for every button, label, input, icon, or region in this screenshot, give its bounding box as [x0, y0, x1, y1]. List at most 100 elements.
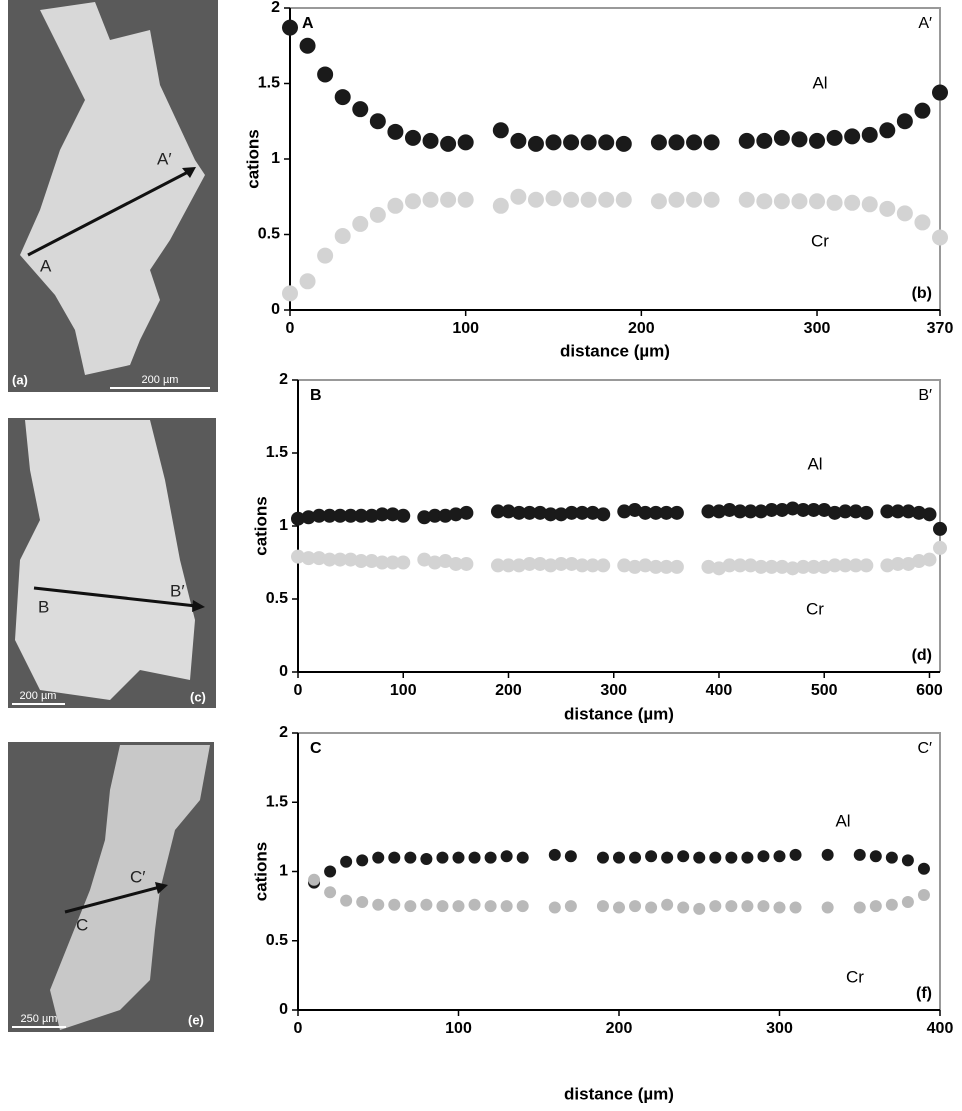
y-tick-label: 2	[271, 0, 280, 16]
point	[869, 850, 882, 863]
point	[299, 37, 316, 54]
point	[440, 191, 457, 208]
point	[785, 561, 800, 576]
x-tick-label: 0	[294, 682, 303, 699]
y-tick-label: 0.5	[258, 226, 280, 243]
profile-end-label: C′	[917, 740, 932, 757]
point	[901, 556, 916, 571]
point	[438, 508, 453, 523]
x-axis-label: distance (µm)	[564, 1084, 674, 1103]
point	[754, 559, 769, 574]
point	[369, 206, 386, 223]
point	[372, 898, 385, 911]
x-tick-label: 600	[916, 682, 943, 699]
point	[638, 558, 653, 573]
point	[512, 505, 527, 520]
point	[369, 113, 386, 130]
point	[709, 900, 722, 913]
x-tick-label: 500	[811, 682, 838, 699]
point	[917, 889, 930, 902]
point	[756, 193, 773, 210]
point	[848, 558, 863, 573]
series-label: Al	[812, 73, 827, 92]
point	[809, 193, 826, 210]
point	[596, 558, 611, 573]
point	[879, 200, 896, 217]
point	[722, 558, 737, 573]
point	[388, 898, 401, 911]
point	[896, 113, 913, 130]
point	[596, 507, 611, 522]
point	[354, 554, 369, 569]
point	[650, 134, 667, 151]
point	[743, 558, 758, 573]
point	[885, 898, 898, 911]
point	[492, 197, 509, 214]
point	[629, 851, 642, 864]
point	[932, 84, 948, 101]
point	[853, 848, 866, 861]
point	[492, 122, 509, 139]
point	[364, 554, 379, 569]
point	[838, 504, 853, 519]
point	[648, 505, 663, 520]
scale-label: 200 µm	[142, 374, 179, 386]
point	[343, 552, 358, 567]
point	[645, 850, 658, 863]
point	[791, 131, 808, 148]
point	[375, 507, 390, 522]
point	[527, 135, 544, 152]
micrograph: A A′ (a) 200 µm	[8, 0, 218, 392]
point	[773, 129, 790, 146]
point	[827, 505, 842, 520]
y-tick-label: 2	[279, 371, 288, 388]
point	[301, 551, 316, 566]
point	[756, 132, 773, 149]
x-tick-label: 300	[766, 1020, 793, 1037]
y-tick-label: 0.5	[266, 932, 288, 949]
x-axis-label: distance (µm)	[560, 341, 670, 360]
point	[291, 549, 305, 564]
point	[375, 555, 390, 570]
y-axis-label: cations	[251, 842, 270, 902]
profile-line	[64, 885, 161, 914]
point	[554, 556, 569, 571]
point	[564, 556, 579, 571]
point	[522, 556, 537, 571]
point	[598, 134, 615, 151]
point	[701, 504, 716, 519]
point	[615, 135, 632, 152]
series-label: Cr	[846, 967, 864, 986]
point	[809, 132, 826, 149]
point	[516, 851, 529, 864]
plot-frame	[290, 7, 941, 310]
x-tick-label: 300	[600, 682, 627, 699]
point	[645, 901, 658, 914]
point	[703, 134, 720, 151]
point	[743, 504, 758, 519]
point	[917, 862, 930, 875]
point	[468, 851, 481, 864]
point	[385, 507, 400, 522]
point	[516, 900, 529, 913]
point	[457, 191, 474, 208]
point	[596, 851, 609, 864]
point	[648, 559, 663, 574]
point	[861, 196, 878, 213]
point	[554, 507, 569, 522]
point	[826, 129, 843, 146]
point	[543, 507, 558, 522]
x-tick-label: 370	[927, 320, 954, 337]
point	[388, 851, 401, 864]
y-axis-label: cations	[243, 129, 262, 189]
plot-frame	[298, 379, 941, 672]
point	[791, 193, 808, 210]
profile-end: B′	[170, 581, 185, 600]
point	[448, 556, 463, 571]
point	[596, 900, 609, 913]
point	[879, 122, 896, 139]
y-tick-label: 1	[279, 517, 288, 534]
point	[775, 502, 790, 517]
point	[741, 851, 754, 864]
